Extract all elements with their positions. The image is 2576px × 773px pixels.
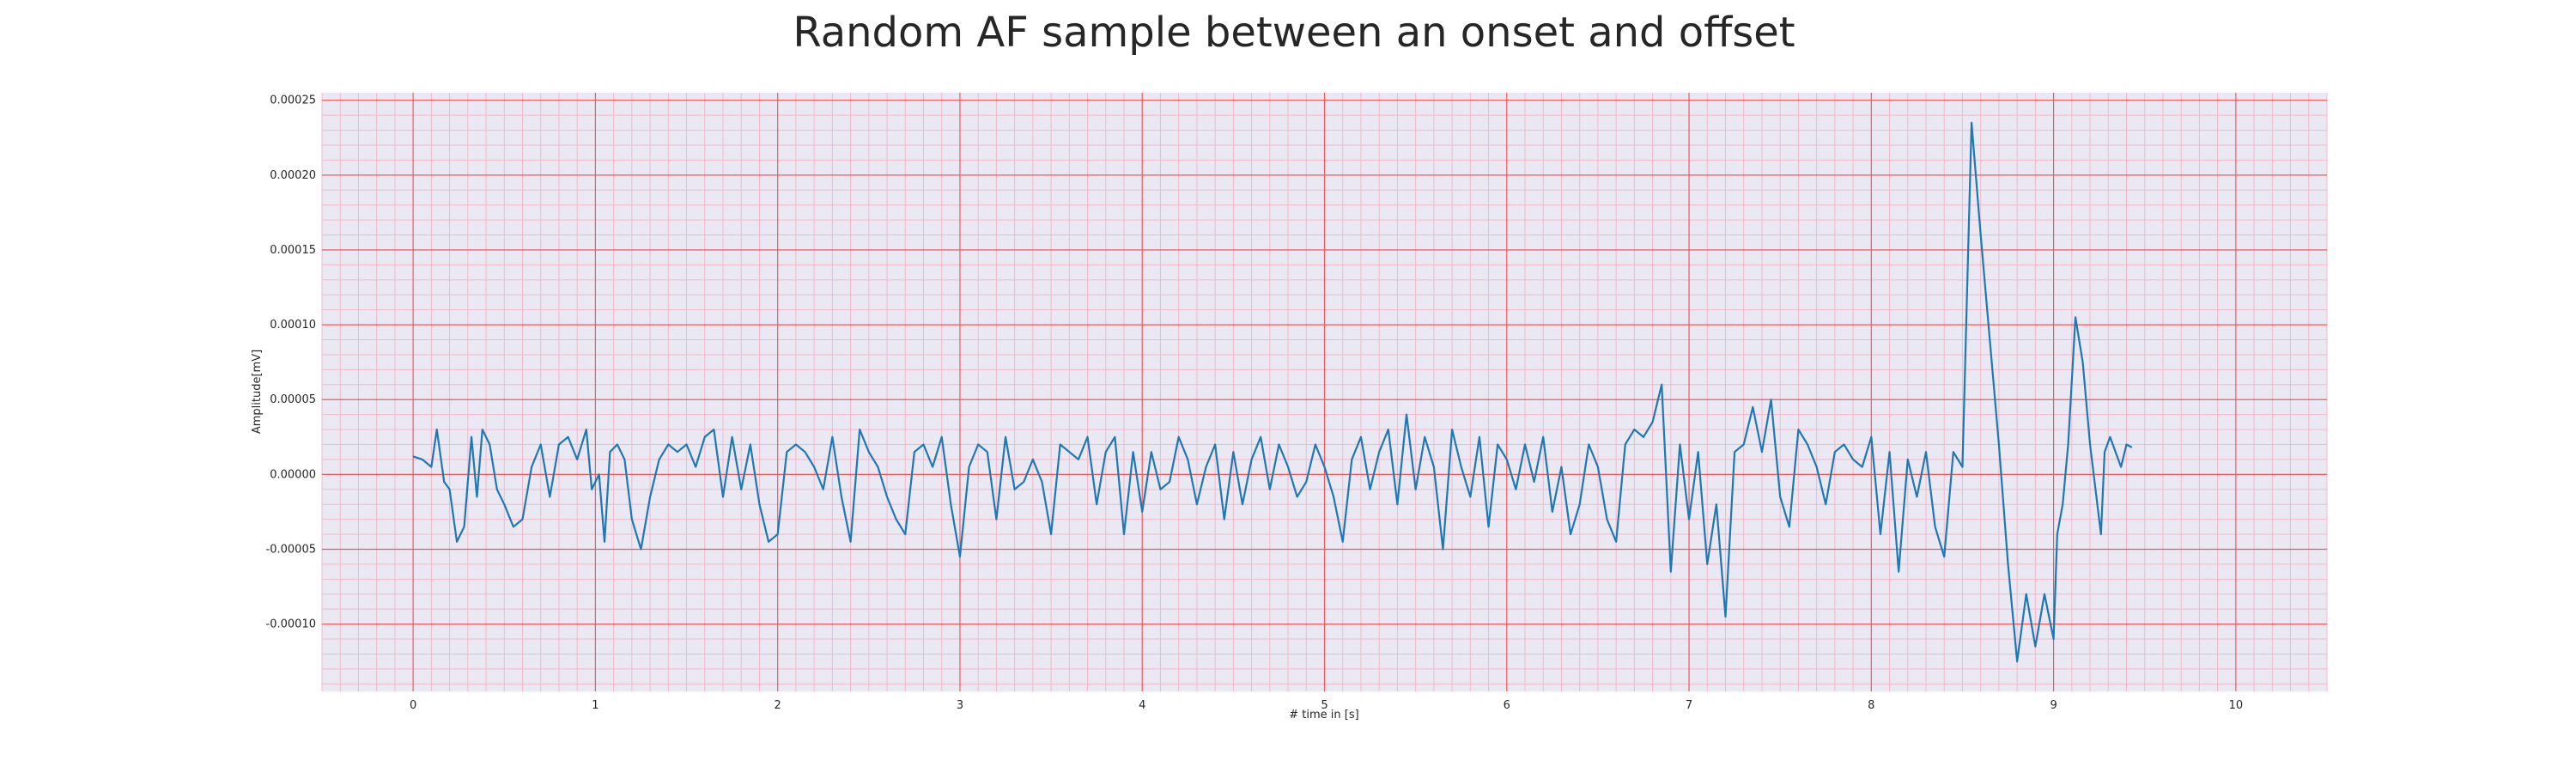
x-tick-label: 8 — [1868, 699, 1874, 712]
y-tick-label: -0.00010 — [266, 618, 316, 631]
x-tick-label: 1 — [592, 699, 598, 712]
y-tick-label: -0.00005 — [266, 543, 316, 556]
x-tick-labels: 0 1 2 3 4 5 6 7 8 9 10 — [410, 699, 2243, 712]
x-tick-label: 4 — [1139, 699, 1145, 712]
x-tick-label: 5 — [1321, 699, 1327, 712]
x-tick-label: 3 — [957, 699, 963, 712]
x-tick-label: 10 — [2229, 699, 2244, 712]
y-tick-label: 0.00000 — [270, 468, 316, 481]
y-tick-label: 0.00010 — [270, 319, 316, 332]
y-tick-label: 0.00025 — [270, 94, 316, 107]
series-group — [412, 121, 2133, 663]
y-axis-label: Amplitude[mV] — [251, 350, 264, 434]
y-tick-labels: -0.00010 -0.00005 0.00000 0.00005 0.00010 0.0… — [266, 94, 316, 631]
x-tick-label: 6 — [1504, 699, 1510, 712]
y-tick-label: 0.00005 — [270, 393, 316, 406]
y-tick-label: 0.00020 — [270, 169, 316, 182]
x-tick-label: 0 — [410, 699, 416, 712]
chart-title: Random AF sample between an onset and of… — [793, 9, 1795, 57]
x-tick-label: 9 — [2050, 699, 2057, 712]
x-tick-label: 7 — [1686, 699, 1692, 712]
series-line — [412, 121, 2133, 663]
major-grid — [322, 93, 2327, 691]
y-tick-label: 0.00015 — [270, 244, 316, 257]
x-axis-label: # time in [s] — [1289, 709, 1358, 721]
x-tick-label: 2 — [775, 699, 781, 712]
